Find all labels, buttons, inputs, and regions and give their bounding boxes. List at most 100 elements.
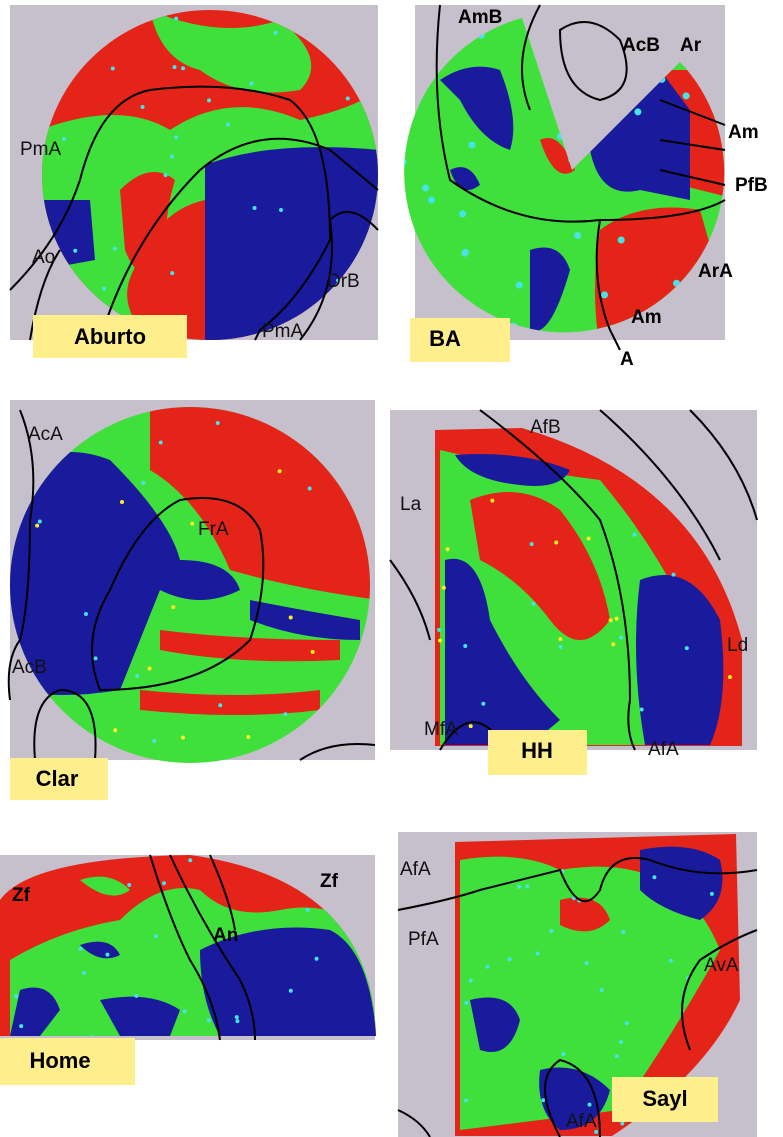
region-label: PmA [20, 139, 62, 160]
sample-point [615, 1054, 619, 1058]
sample-point [621, 930, 625, 934]
sample-point [164, 173, 168, 177]
sample-point [162, 881, 166, 885]
sample-point [437, 628, 441, 632]
sample-point [640, 707, 644, 711]
region-label: Zf [12, 885, 31, 906]
sample-point [438, 639, 442, 643]
sample-point [683, 92, 690, 99]
sample-point [73, 249, 77, 253]
sample-point [216, 421, 220, 425]
sample-point [154, 934, 158, 938]
sample-point [152, 739, 156, 743]
sample-point [308, 487, 312, 491]
sample-point [159, 440, 163, 444]
sample-point [422, 185, 429, 192]
region-label: AfB [530, 417, 561, 438]
sample-point [618, 236, 625, 243]
sample-point [183, 1009, 187, 1013]
page: {"panels": [ {"label": "Aburto", "region… [0, 0, 783, 1137]
region-label: Ao [32, 247, 55, 268]
sample-point [170, 271, 174, 275]
sample-point [181, 66, 185, 70]
sample-point [400, 159, 407, 166]
region-label: DrB [327, 271, 360, 292]
region-label: MfA [424, 719, 458, 740]
sample-point [315, 957, 319, 961]
panel-label: Clar [36, 766, 79, 791]
sample-point [536, 952, 540, 956]
sample-point [113, 247, 117, 251]
sample-point [311, 650, 315, 654]
sample-point [446, 547, 450, 551]
sample-point [19, 1024, 23, 1028]
sample-point [127, 883, 131, 887]
sample-point [113, 728, 117, 732]
sample-point [588, 1103, 592, 1107]
sample-point [464, 1001, 468, 1005]
sample-point [532, 602, 536, 606]
sample-point [609, 618, 613, 622]
sample-point [620, 1122, 624, 1126]
sample-point [218, 703, 222, 707]
sample-point [253, 206, 257, 210]
sample-point [346, 96, 350, 100]
sample-point [461, 250, 468, 257]
region-label: AcB [12, 657, 47, 678]
sample-point [235, 1019, 239, 1023]
sample-point [102, 287, 106, 291]
sample-point [173, 65, 177, 69]
sample-point [669, 959, 673, 963]
sample-point [585, 961, 589, 965]
region-label: AcA [28, 424, 63, 445]
sample-point [469, 979, 473, 983]
sample-point [601, 291, 608, 298]
sample-point [619, 1040, 623, 1044]
sample-point [633, 533, 637, 537]
sample-point [278, 469, 282, 473]
sample-point [634, 108, 641, 115]
sample-point [141, 105, 145, 109]
sample-point [625, 1021, 629, 1025]
region-label: Zf [320, 871, 339, 892]
map-panel: Home Zf Zf An [0, 850, 380, 1085]
sample-point [710, 892, 714, 896]
sample-point [481, 702, 485, 706]
sample-point [274, 31, 278, 35]
sample-point [14, 994, 18, 998]
panel-label: Aburto [74, 324, 146, 349]
sample-point [283, 712, 287, 716]
region-label: Am [728, 122, 759, 143]
sample-point [469, 724, 473, 728]
sample-point [306, 908, 310, 912]
sample-point [530, 542, 534, 546]
sample-point [541, 1098, 545, 1102]
sample-point [120, 500, 124, 504]
region-label: Ar [680, 35, 702, 56]
panel-label: BA [429, 326, 461, 351]
sample-point [38, 520, 42, 524]
sample-point [469, 141, 476, 148]
region-label: AfA [400, 859, 431, 880]
sample-point [574, 232, 581, 239]
sample-point [135, 674, 139, 678]
sample-point [188, 858, 192, 862]
sample-point [464, 1098, 468, 1102]
sample-point [672, 573, 676, 577]
region-label: Am [631, 307, 662, 328]
sample-point [289, 989, 293, 993]
sample-point [428, 196, 435, 203]
sample-point [485, 965, 489, 969]
sample-point [508, 957, 512, 961]
sample-point [559, 645, 563, 649]
panel-label: Home [29, 1048, 90, 1073]
region-label: An [213, 925, 238, 946]
sample-point [279, 208, 283, 212]
sample-point [170, 155, 174, 159]
sample-point [207, 98, 211, 102]
region-label: AvA [704, 955, 739, 976]
sample-point [174, 135, 178, 139]
sample-point [611, 642, 615, 646]
sample-point [190, 522, 194, 526]
sample-point [84, 612, 88, 616]
